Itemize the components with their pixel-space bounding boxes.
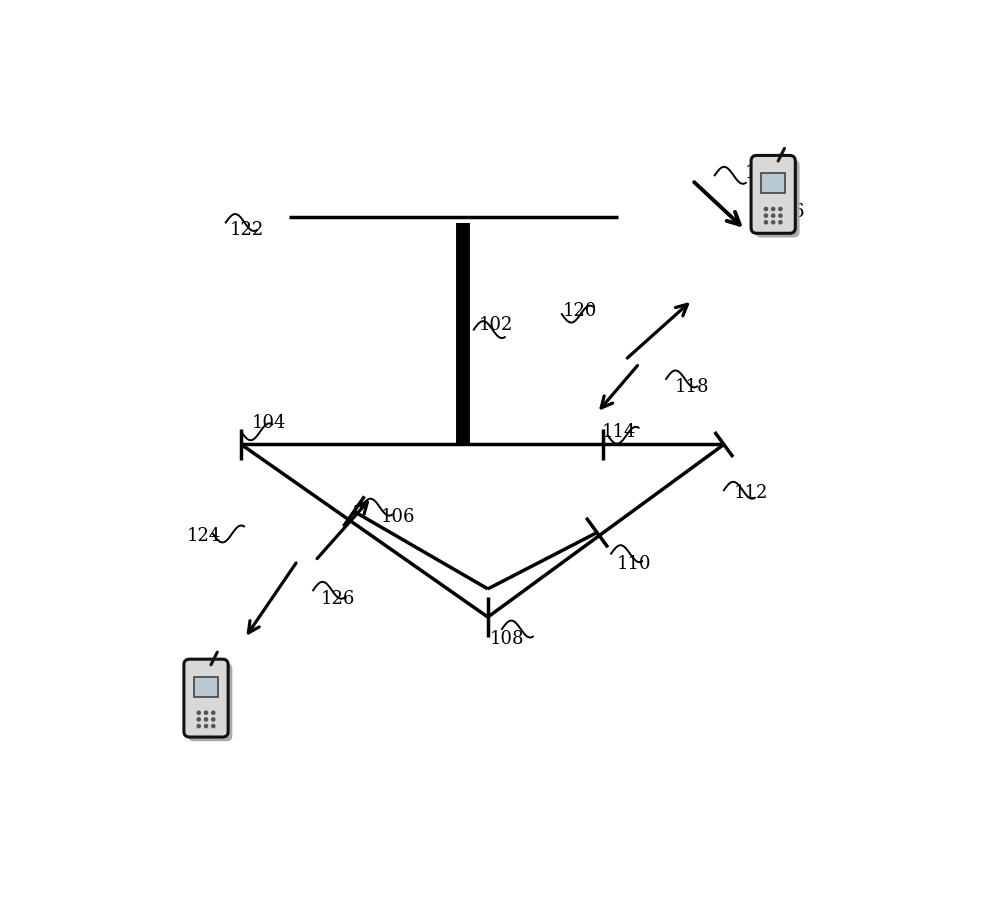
Text: 122: 122 (229, 221, 264, 239)
Circle shape (772, 221, 775, 224)
Text: 110: 110 (617, 554, 651, 573)
Bar (761, 173, 785, 193)
Text: 114: 114 (601, 423, 636, 441)
Circle shape (197, 718, 200, 721)
Circle shape (772, 214, 775, 217)
Text: 102: 102 (479, 316, 513, 334)
Circle shape (204, 725, 208, 727)
Circle shape (197, 725, 200, 727)
Circle shape (779, 214, 782, 217)
Text: 108: 108 (490, 630, 524, 648)
FancyBboxPatch shape (755, 159, 800, 238)
Circle shape (764, 214, 768, 217)
Text: 124: 124 (187, 527, 221, 545)
FancyBboxPatch shape (188, 663, 232, 741)
Circle shape (212, 711, 215, 715)
Text: 112: 112 (734, 484, 768, 502)
Text: 104: 104 (252, 414, 286, 432)
Text: 126: 126 (321, 590, 355, 608)
Circle shape (212, 725, 215, 727)
Circle shape (779, 208, 782, 210)
Circle shape (772, 208, 775, 210)
Circle shape (197, 711, 200, 715)
Circle shape (764, 221, 768, 224)
Circle shape (204, 718, 208, 721)
Circle shape (212, 718, 215, 721)
Text: 120: 120 (563, 302, 598, 320)
Circle shape (779, 221, 782, 224)
Bar (194, 677, 218, 696)
Text: 100: 100 (745, 164, 780, 182)
Text: 116: 116 (770, 203, 805, 221)
FancyBboxPatch shape (184, 659, 228, 737)
Text: 118: 118 (675, 379, 709, 396)
Text: 106: 106 (381, 508, 415, 526)
Circle shape (764, 208, 768, 210)
FancyBboxPatch shape (751, 156, 795, 233)
Circle shape (204, 711, 208, 715)
